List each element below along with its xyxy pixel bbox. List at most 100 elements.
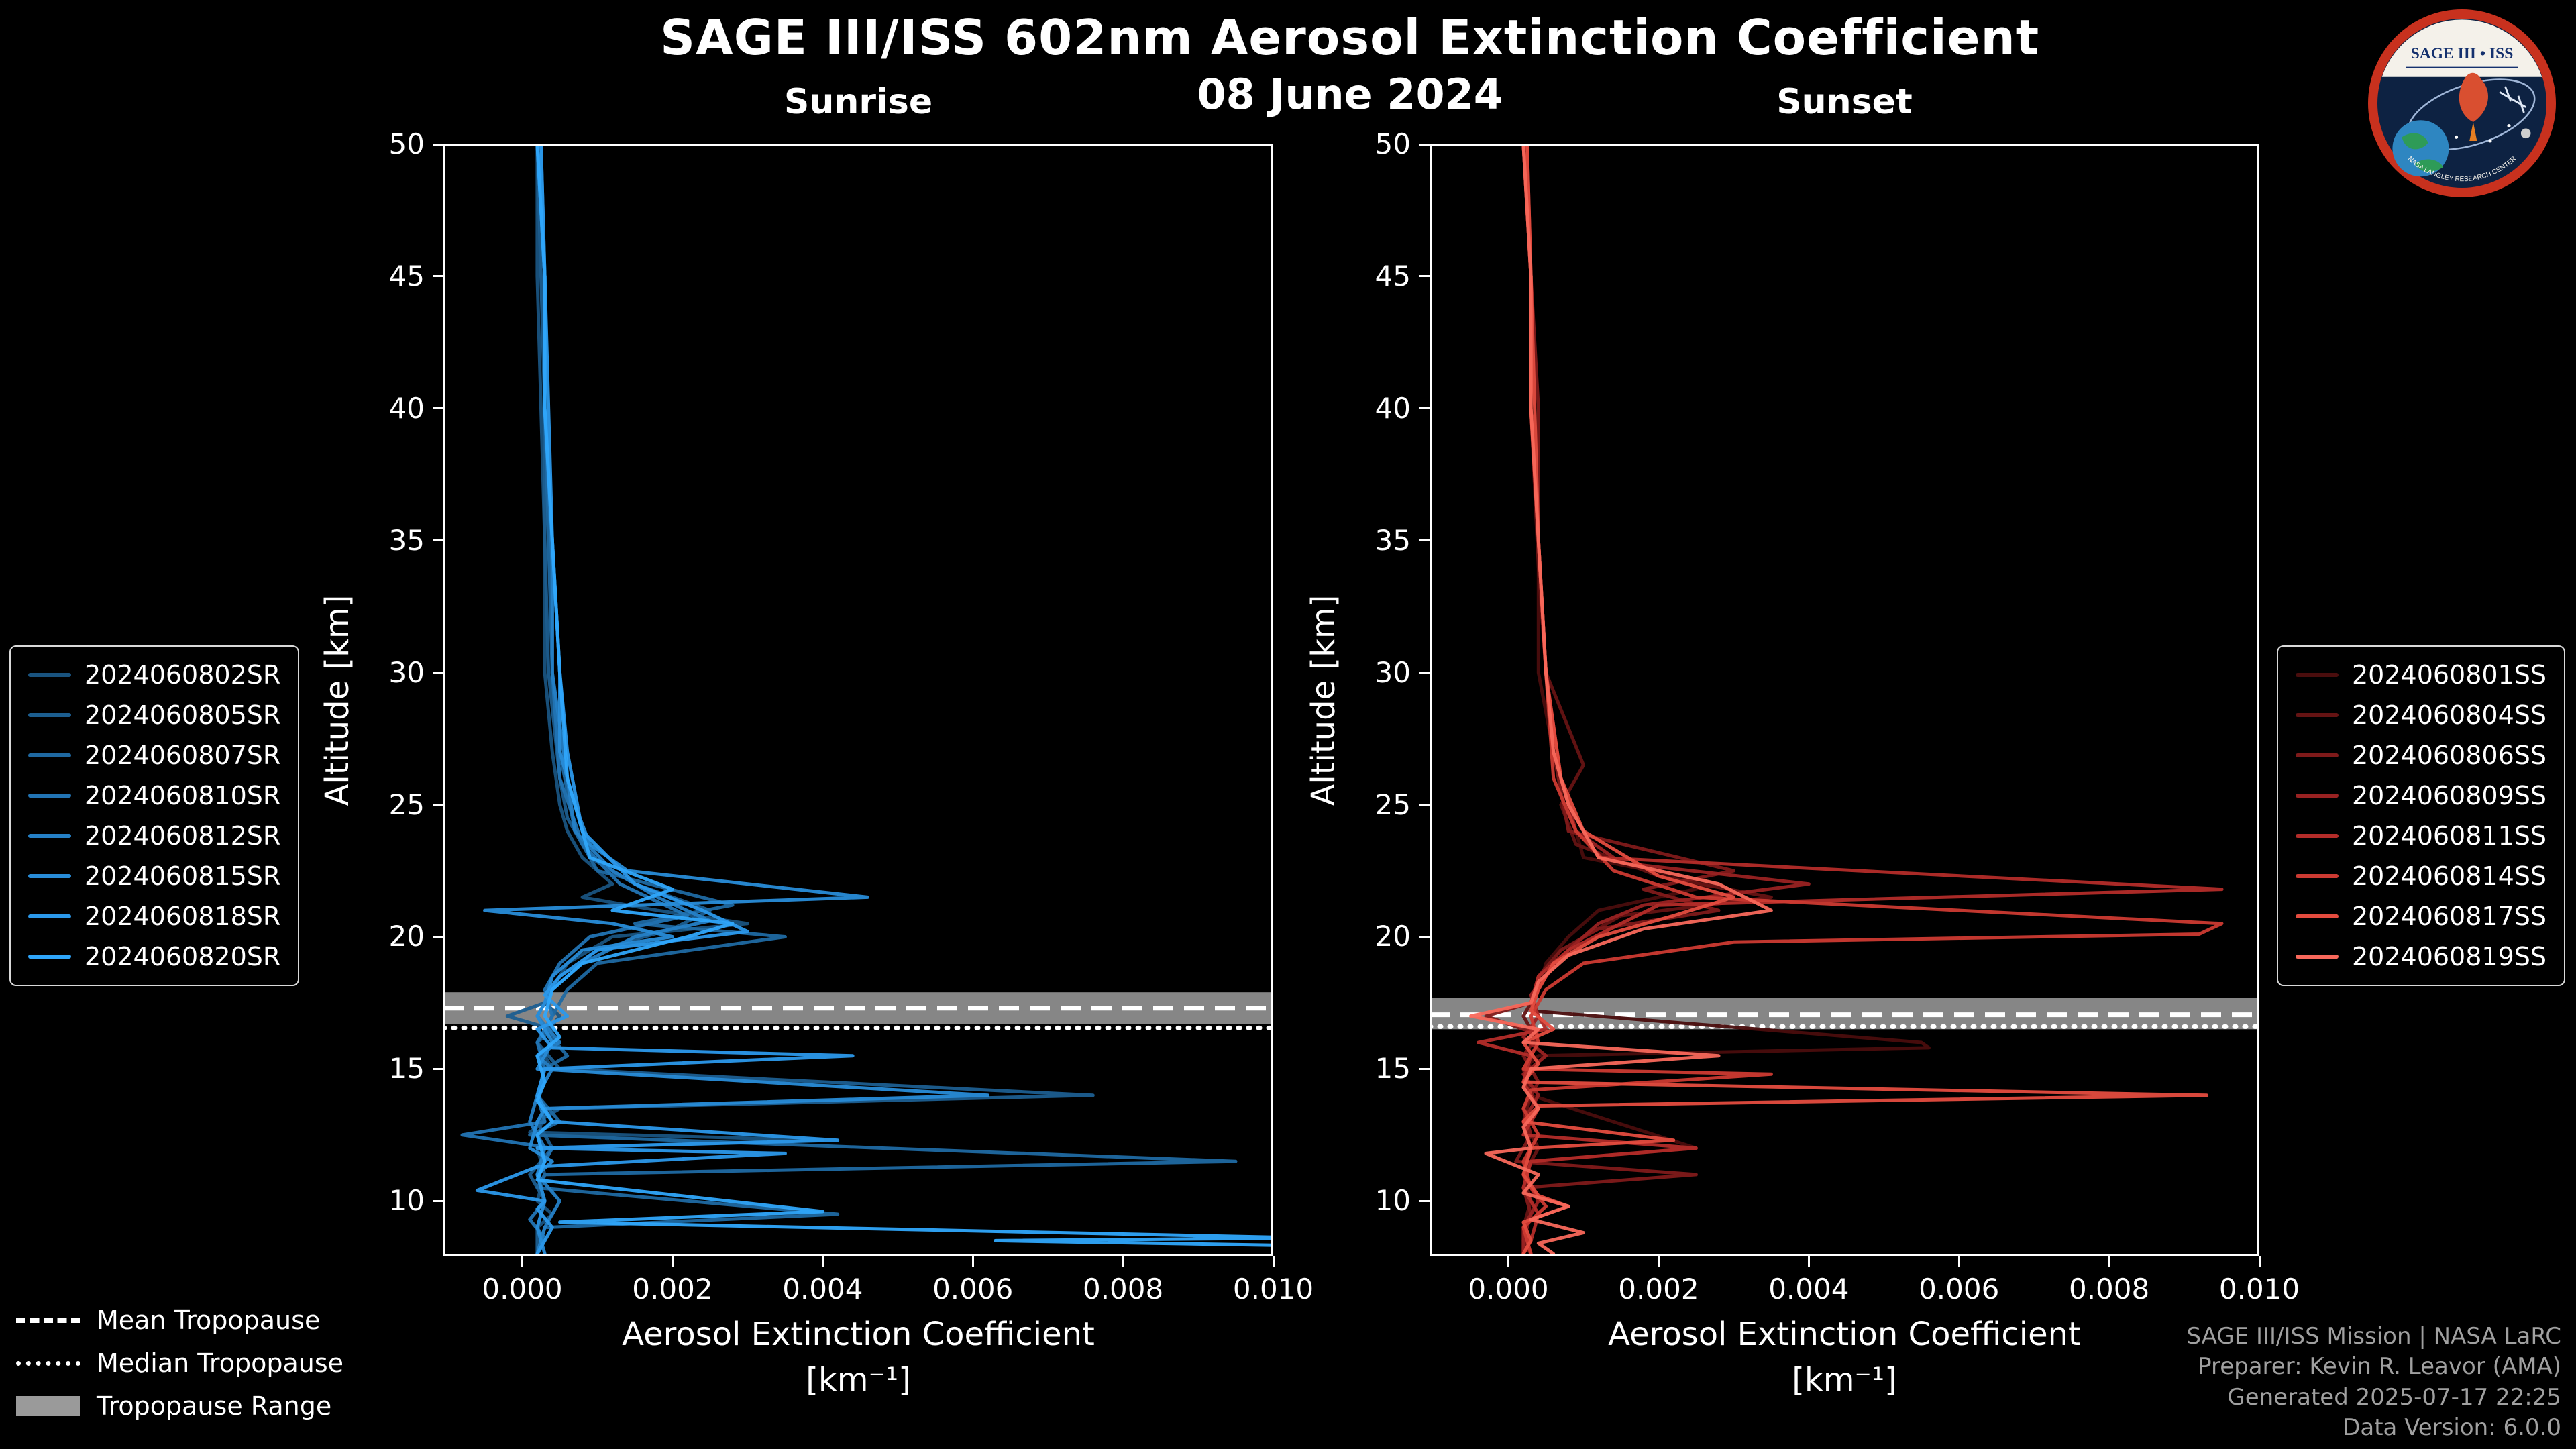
y-tick — [1419, 1067, 1430, 1070]
dotted-line-sample — [16, 1360, 80, 1366]
x-tick — [821, 1256, 824, 1267]
tropopause-range-legend-item: Tropopause Range — [16, 1391, 343, 1421]
legend-swatch — [28, 753, 71, 757]
star — [2455, 135, 2459, 139]
tropopause-legend: Mean Tropopause Median Tropopause Tropop… — [16, 1305, 343, 1421]
legend-item: 2024060811SS — [2295, 821, 2546, 851]
y-tick — [433, 1199, 443, 1202]
legend-label: 2024060820SR — [85, 942, 281, 971]
x-tick-label: 0.004 — [782, 1273, 863, 1305]
legend-item: 2024060815SR — [28, 861, 280, 891]
x-tick-label: 0.010 — [2218, 1273, 2300, 1305]
y-tick-label: 50 — [388, 127, 425, 160]
x-axis-label-unit: [km⁻¹] — [1792, 1361, 1897, 1399]
earth-landmass — [2402, 133, 2428, 150]
legend-swatch — [2295, 874, 2339, 878]
x-tick — [2258, 1256, 2261, 1267]
y-tick-label: 25 — [388, 788, 425, 821]
y-tick-label: 20 — [388, 920, 425, 953]
y-tick-label: 35 — [388, 523, 425, 557]
x-tick-label: 0.000 — [1468, 1273, 1549, 1305]
legend-item: 2024060810SR — [28, 781, 280, 810]
y-tick — [1419, 1199, 1430, 1202]
y-tick — [433, 672, 443, 674]
series-line-2024060805SR — [505, 144, 1095, 1256]
y-tick-label: 25 — [1375, 788, 1411, 821]
credits-block: SAGE III/ISS Mission | NASA LaRC Prepare… — [2186, 1322, 2561, 1444]
legend-item: 2024060806SS — [2295, 741, 2546, 770]
sunrise-plot — [443, 144, 1273, 1256]
logo-top-band — [2381, 19, 2542, 77]
x-tick — [671, 1256, 674, 1267]
series-line-2024060802SR — [528, 144, 824, 1256]
legend-swatch — [28, 673, 71, 677]
x-tick — [1272, 1256, 1275, 1267]
x-axis-label-sunset: Aerosol Extinction Coefficient [km⁻¹] — [1430, 1311, 2259, 1403]
series-line-2024060818SR — [475, 144, 855, 1256]
sunrise-legend: 2024060802SR 2024060805SR 2024060807SR 2024… — [9, 645, 300, 986]
series-line-2024060820SR — [535, 144, 1273, 1247]
legend-item: 2024060801SS — [2295, 660, 2546, 690]
x-tick — [1657, 1256, 1660, 1267]
legend-item: 2024060814SS — [2295, 861, 2546, 891]
plot-border — [1430, 144, 2259, 1256]
y-tick — [433, 935, 443, 938]
figure-title: SAGE III/ISS 602nm Aerosol Extinction Co… — [660, 9, 2040, 66]
y-tick-label: 40 — [1375, 391, 1411, 425]
x-tick-label: 0.008 — [1082, 1273, 1164, 1305]
x-tick — [521, 1256, 524, 1267]
x-axis-label-text: Aerosol Extinction Coefficient — [1608, 1316, 2081, 1353]
legend-swatch — [28, 713, 71, 717]
legend-swatch — [2295, 834, 2339, 838]
x-tick — [1507, 1256, 1510, 1267]
legend-item: 2024060809SS — [2295, 781, 2546, 810]
range-band-sample — [16, 1396, 80, 1416]
x-tick-label: 0.006 — [1919, 1273, 2000, 1305]
legend-swatch — [28, 874, 71, 878]
y-axis-label-sunset: Altitude [km] — [1305, 594, 1342, 806]
star — [2488, 139, 2492, 143]
star — [2507, 124, 2511, 128]
legend-label: 2024060809SS — [2351, 781, 2546, 810]
y-tick — [433, 143, 443, 146]
x-axis-label-unit: [km⁻¹] — [806, 1361, 911, 1399]
median-tropopause-label: Median Tropopause — [97, 1348, 343, 1378]
legend-label: 2024060817SS — [2351, 902, 2546, 931]
y-tick-label: 10 — [388, 1184, 425, 1218]
sunset-plot — [1430, 144, 2259, 1256]
legend-label: 2024060819SS — [2351, 942, 2546, 971]
legend-swatch — [28, 834, 71, 838]
legend-item: 2024060820SR — [28, 942, 280, 971]
x-tick-label: 0.000 — [482, 1273, 563, 1305]
legend-swatch — [2295, 713, 2339, 717]
x-axis-label-text: Aerosol Extinction Coefficient — [622, 1316, 1095, 1353]
y-tick — [1419, 804, 1430, 806]
y-tick-label: 45 — [1375, 259, 1411, 292]
credit-data-version: Data Version: 6.0.0 — [2343, 1414, 2561, 1442]
y-tick-label: 50 — [1375, 127, 1411, 160]
legend-swatch — [2295, 753, 2339, 757]
x-tick-label: 0.006 — [932, 1273, 1014, 1305]
median-tropopause-legend-item: Median Tropopause — [16, 1348, 343, 1378]
y-tick-label: 40 — [388, 391, 425, 425]
y-tick — [1419, 672, 1430, 674]
y-tick — [1419, 539, 1430, 542]
legend-label: 2024060810SR — [85, 781, 281, 810]
y-tick — [1419, 407, 1430, 410]
legend-item: 2024060805SR — [28, 700, 280, 730]
legend-item: 2024060804SS — [2295, 700, 2546, 730]
panel-title-sunset: Sunset — [1776, 82, 1913, 122]
y-tick-label: 15 — [388, 1052, 425, 1085]
mean-tropopause-legend-item: Mean Tropopause — [16, 1305, 343, 1335]
y-tick-label: 30 — [1375, 655, 1411, 689]
logo-title: SAGE III • ISS — [2411, 45, 2514, 62]
legend-item: 2024060812SR — [28, 821, 280, 851]
y-tick-label: 45 — [388, 259, 425, 292]
tropopause-range-label: Tropopause Range — [97, 1391, 332, 1421]
iss-sketch — [2499, 86, 2526, 113]
credit-preparer: Preparer: Kevin R. Leavor (AMA) — [2198, 1353, 2561, 1381]
y-tick — [1419, 143, 1430, 146]
panel-title-sunrise: Sunrise — [784, 82, 933, 122]
legend-swatch — [28, 955, 71, 959]
legend-swatch — [28, 794, 71, 798]
